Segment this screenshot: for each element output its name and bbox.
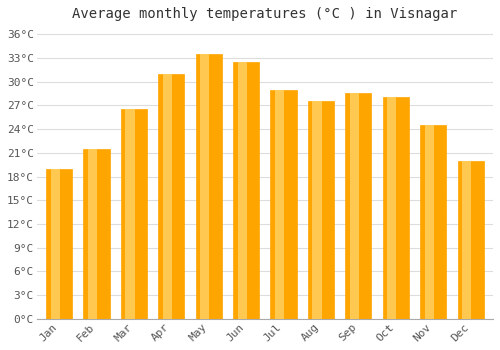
Bar bbox=[238, 62, 247, 319]
Bar bbox=[270, 90, 296, 319]
Bar bbox=[46, 169, 72, 319]
Bar bbox=[346, 93, 372, 319]
Bar bbox=[163, 74, 172, 319]
Bar bbox=[158, 74, 184, 319]
Bar bbox=[308, 102, 334, 319]
Bar bbox=[312, 102, 322, 319]
Bar bbox=[275, 90, 284, 319]
Title: Average monthly temperatures (°C ) in Visnagar: Average monthly temperatures (°C ) in Vi… bbox=[72, 7, 458, 21]
Bar bbox=[84, 149, 110, 319]
Bar bbox=[458, 161, 483, 319]
Bar bbox=[420, 125, 446, 319]
Bar bbox=[382, 97, 409, 319]
Bar bbox=[88, 149, 97, 319]
Bar bbox=[233, 62, 260, 319]
Bar bbox=[424, 125, 434, 319]
Bar bbox=[196, 54, 222, 319]
Bar bbox=[121, 109, 147, 319]
Bar bbox=[350, 93, 359, 319]
Bar bbox=[200, 54, 209, 319]
Bar bbox=[388, 97, 396, 319]
Bar bbox=[462, 161, 471, 319]
Bar bbox=[50, 169, 60, 319]
Bar bbox=[126, 109, 134, 319]
